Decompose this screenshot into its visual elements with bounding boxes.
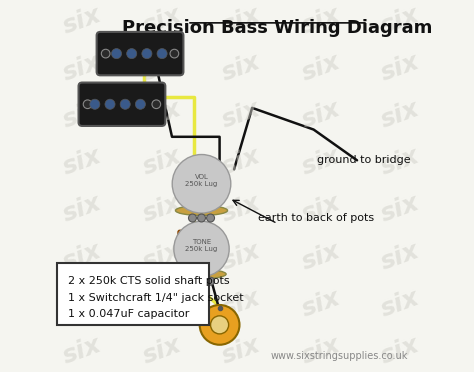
Text: six: six <box>59 191 105 227</box>
Text: six: six <box>378 285 423 321</box>
Text: six: six <box>219 97 264 133</box>
Circle shape <box>207 277 215 285</box>
Text: six: six <box>298 144 344 180</box>
Text: six: six <box>59 97 105 133</box>
Ellipse shape <box>174 221 229 277</box>
Circle shape <box>157 49 167 59</box>
Text: six: six <box>219 238 264 274</box>
Text: six: six <box>139 332 184 368</box>
Text: six: six <box>59 332 105 368</box>
Text: six: six <box>219 3 264 39</box>
Text: six: six <box>139 285 184 321</box>
FancyBboxPatch shape <box>97 32 183 75</box>
Circle shape <box>105 99 115 109</box>
Text: six: six <box>298 191 344 227</box>
Text: six: six <box>139 3 184 39</box>
Circle shape <box>120 99 130 109</box>
Text: six: six <box>219 191 264 227</box>
Text: six: six <box>298 285 344 321</box>
Circle shape <box>170 49 179 58</box>
Circle shape <box>83 100 92 109</box>
Text: www.sixstringsupplies.co.uk: www.sixstringsupplies.co.uk <box>270 351 408 361</box>
Circle shape <box>198 214 206 222</box>
FancyBboxPatch shape <box>79 83 165 126</box>
Text: six: six <box>298 50 344 86</box>
Text: Precision Bass Wiring Diagram: Precision Bass Wiring Diagram <box>122 19 433 37</box>
Circle shape <box>152 100 161 109</box>
Text: six: six <box>59 50 105 86</box>
Text: 1 x 0.047uF capacitor: 1 x 0.047uF capacitor <box>68 309 189 319</box>
Text: six: six <box>139 238 184 274</box>
Text: six: six <box>378 191 423 227</box>
Text: ground to bridge: ground to bridge <box>317 155 411 165</box>
Circle shape <box>127 49 137 59</box>
Text: six: six <box>298 3 344 39</box>
Ellipse shape <box>172 154 231 213</box>
Circle shape <box>135 99 146 109</box>
Text: six: six <box>219 50 264 86</box>
Circle shape <box>207 214 215 222</box>
Text: six: six <box>298 332 344 368</box>
Circle shape <box>210 316 228 334</box>
Text: six: six <box>139 144 184 180</box>
Text: six: six <box>378 144 423 180</box>
Text: earth to back of pots: earth to back of pots <box>257 213 374 223</box>
Circle shape <box>189 214 196 222</box>
Circle shape <box>198 277 206 285</box>
Text: six: six <box>378 50 423 86</box>
FancyBboxPatch shape <box>57 263 209 325</box>
Text: six: six <box>219 332 264 368</box>
Text: 2 x 250k CTS solid shaft pots: 2 x 250k CTS solid shaft pots <box>68 276 229 286</box>
Text: six: six <box>298 97 344 133</box>
Circle shape <box>189 277 196 285</box>
Circle shape <box>142 49 152 59</box>
Text: 1 x Switchcraft 1/4" jack socket: 1 x Switchcraft 1/4" jack socket <box>68 293 243 303</box>
Text: six: six <box>378 3 423 39</box>
Circle shape <box>101 49 110 58</box>
Circle shape <box>200 305 239 345</box>
Text: six: six <box>139 50 184 86</box>
Text: VOL
250k Lug: VOL 250k Lug <box>185 174 218 187</box>
Text: six: six <box>219 144 264 180</box>
Text: six: six <box>139 191 184 227</box>
Text: six: six <box>378 97 423 133</box>
Circle shape <box>111 49 121 59</box>
Text: TONE
250k Lug: TONE 250k Lug <box>185 239 218 252</box>
FancyBboxPatch shape <box>178 230 212 254</box>
Text: six: six <box>139 97 184 133</box>
Text: six: six <box>298 238 344 274</box>
Text: six: six <box>219 285 264 321</box>
Ellipse shape <box>175 206 228 215</box>
Text: six: six <box>59 144 105 180</box>
Ellipse shape <box>177 270 226 279</box>
Text: six: six <box>59 3 105 39</box>
Circle shape <box>90 99 100 109</box>
Text: six: six <box>59 285 105 321</box>
Text: six: six <box>378 332 423 368</box>
Text: six: six <box>378 238 423 274</box>
Text: six: six <box>59 238 105 274</box>
